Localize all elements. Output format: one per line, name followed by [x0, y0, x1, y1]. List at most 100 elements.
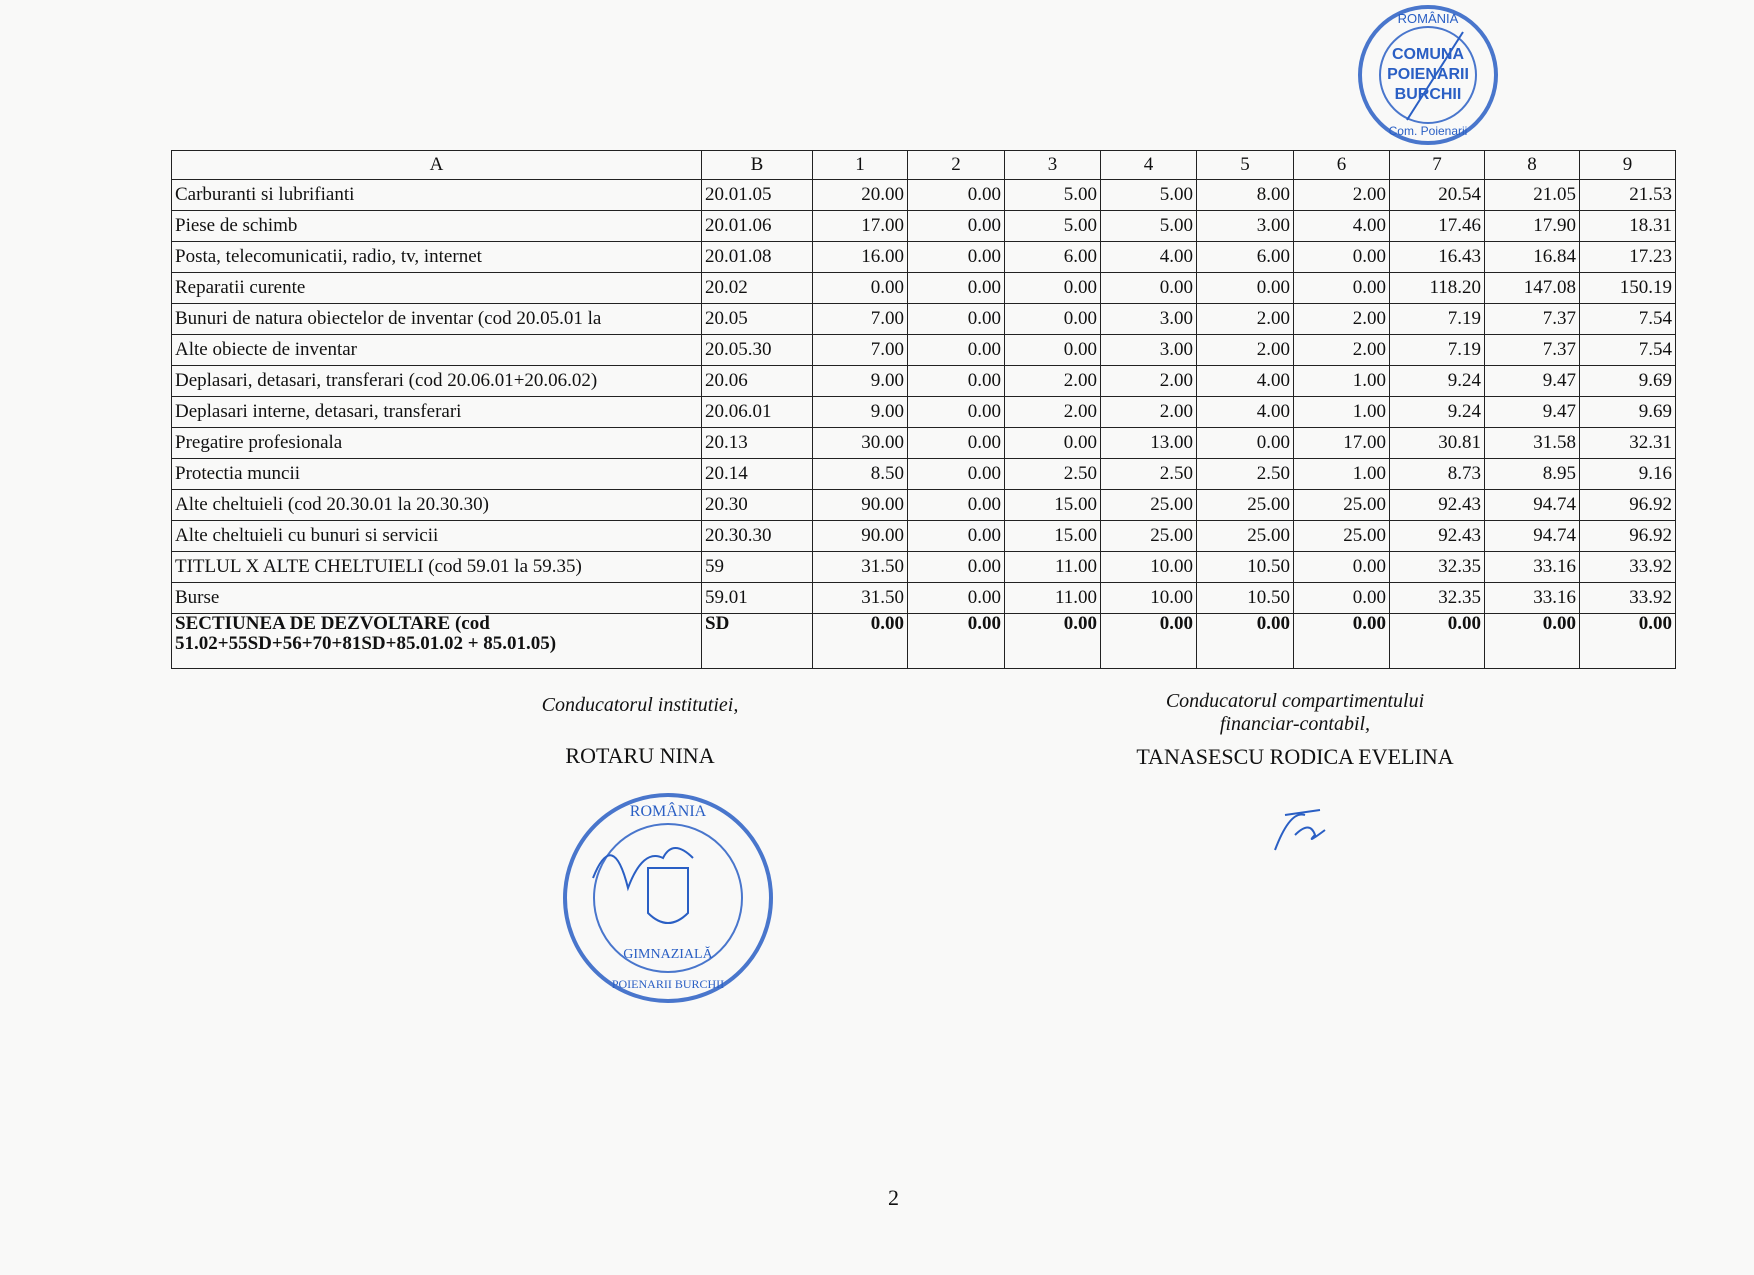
- row-value: 5.00: [1004, 179, 1101, 211]
- row-value: 2.50: [1196, 458, 1294, 490]
- row-value: 1.00: [1293, 396, 1390, 428]
- row-value: 0.00: [1004, 303, 1101, 335]
- row-value: 2.00: [1196, 303, 1294, 335]
- row-value: 0.00: [812, 613, 908, 669]
- row-value: 0.00: [907, 365, 1005, 397]
- row-value: 21.53: [1579, 179, 1676, 211]
- svg-text:ROMÂNIA: ROMÂNIA: [630, 801, 707, 820]
- table-row: Alte cheltuieli cu bunuri si servicii 20.…: [171, 520, 1676, 552]
- right-signatory-name: TANASESCU RODICA EVELINA: [1136, 744, 1454, 769]
- row-value: 4.00: [1196, 365, 1294, 397]
- svg-text:BURCHII: BURCHII: [1395, 86, 1462, 103]
- column-header: 8: [1484, 150, 1580, 180]
- svg-text:ROMÂNIA: ROMÂNIA: [1398, 11, 1459, 26]
- svg-text:POIENARII: POIENARII: [1387, 66, 1469, 83]
- row-code: 59.01: [701, 582, 813, 614]
- row-value: 0.00: [1100, 272, 1197, 304]
- row-code: 59: [701, 551, 813, 583]
- row-label: Alte obiecte de inventar: [171, 334, 702, 366]
- row-value: 0.00: [812, 272, 908, 304]
- row-value: 0.00: [907, 303, 1005, 335]
- table-row: Alte cheltuieli (cod 20.30.01 la 20.30.3…: [171, 489, 1676, 521]
- row-code: 20.14: [701, 458, 813, 490]
- row-value: 32.35: [1389, 582, 1485, 614]
- row-label: SECTIUNEA DE DEZVOLTARE (cod 51.02+55SD+…: [171, 613, 702, 669]
- row-value: 8.73: [1389, 458, 1485, 490]
- svg-text:POIENARII BURCHII: POIENARII BURCHII: [612, 977, 724, 991]
- row-label: Carburanti si lubrifianti: [171, 179, 702, 211]
- row-value: 90.00: [812, 520, 908, 552]
- row-code: 20.06.01: [701, 396, 813, 428]
- row-value: 0.00: [1484, 613, 1580, 669]
- row-value: 0.00: [1389, 613, 1485, 669]
- row-label: Reparatii curente: [171, 272, 702, 304]
- column-header: 3: [1004, 150, 1101, 180]
- left-signatory-name: ROTARU NINA: [565, 743, 715, 768]
- row-value: 9.47: [1484, 365, 1580, 397]
- row-value: 33.92: [1579, 582, 1676, 614]
- row-value: 13.00: [1100, 427, 1197, 459]
- row-code: 20.05: [701, 303, 813, 335]
- row-value: 7.54: [1579, 334, 1676, 366]
- row-value: 9.69: [1579, 365, 1676, 397]
- row-value: 2.00: [1004, 365, 1101, 397]
- row-value: 0.00: [1293, 241, 1390, 273]
- row-value: 3.00: [1196, 210, 1294, 242]
- row-value: 16.43: [1389, 241, 1485, 273]
- table-row: Bunuri de natura obiectelor de inventar …: [171, 303, 1676, 335]
- row-value: 10.50: [1196, 551, 1294, 583]
- row-value: 96.92: [1579, 520, 1676, 552]
- row-code: 20.02: [701, 272, 813, 304]
- row-value: 0.00: [1293, 551, 1390, 583]
- row-code: 20.30: [701, 489, 813, 521]
- row-value: 9.69: [1579, 396, 1676, 428]
- handwritten-signature: [1274, 809, 1326, 851]
- table-row: Piese de schimb 20.01.06 17.00 0.00 5.00 5.00…: [171, 210, 1676, 242]
- row-value: 0.00: [907, 396, 1005, 428]
- row-value: 5.00: [1100, 210, 1197, 242]
- column-header: 5: [1196, 150, 1294, 180]
- row-value: 0.00: [1004, 272, 1101, 304]
- row-value: 150.19: [1579, 272, 1676, 304]
- row-value: 17.46: [1389, 210, 1485, 242]
- row-label: Burse: [171, 582, 702, 614]
- table-row: Carburanti si lubrifianti 20.01.05 20.00 0.…: [171, 179, 1676, 211]
- row-value: 17.90: [1484, 210, 1580, 242]
- row-label: Pregatire profesionala: [171, 427, 702, 459]
- right-signatory-title-1: Conducatorul compartimentului: [1165, 690, 1425, 712]
- row-value: 25.00: [1293, 520, 1390, 552]
- row-value: 0.00: [907, 613, 1005, 669]
- row-value: 30.81: [1389, 427, 1485, 459]
- row-value: 17.00: [1293, 427, 1390, 459]
- column-header: 7: [1389, 150, 1485, 180]
- table-row: Alte obiecte de inventar 20.05.30 7.00 0.00…: [171, 334, 1676, 366]
- row-value: 7.37: [1484, 334, 1580, 366]
- row-value: 9.16: [1579, 458, 1676, 490]
- row-value: 2.00: [1100, 365, 1197, 397]
- row-value: 15.00: [1004, 520, 1101, 552]
- svg-text:Com. Poienarii: Com. Poienarii: [1389, 124, 1468, 138]
- row-value: 0.00: [1004, 334, 1101, 366]
- row-value: 0.00: [907, 520, 1005, 552]
- row-value: 94.74: [1484, 489, 1580, 521]
- row-value: 17.23: [1579, 241, 1676, 273]
- row-code: 20.05.30: [701, 334, 813, 366]
- table-row: SECTIUNEA DE DEZVOLTARE (cod 51.02+55SD+…: [171, 613, 1676, 669]
- row-code: SD: [701, 613, 813, 669]
- row-value: 7.00: [812, 334, 908, 366]
- right-signatory-title-2: financiar-contabil,: [1219, 713, 1371, 735]
- table-row: Posta, telecomunicatii, radio, tv, inter…: [171, 241, 1676, 273]
- row-value: 9.24: [1389, 365, 1485, 397]
- row-value: 10.00: [1100, 551, 1197, 583]
- row-value: 7.54: [1579, 303, 1676, 335]
- row-value: 2.50: [1004, 458, 1101, 490]
- row-value: 33.16: [1484, 551, 1580, 583]
- row-label: TITLUL X ALTE CHELTUIELI (cod 59.01 la 5…: [171, 551, 702, 583]
- row-value: 9.00: [812, 365, 908, 397]
- row-value: 4.00: [1100, 241, 1197, 273]
- row-value: 3.00: [1100, 303, 1197, 335]
- row-value: 11.00: [1004, 551, 1101, 583]
- row-value: 92.43: [1389, 520, 1485, 552]
- row-value: 7.37: [1484, 303, 1580, 335]
- row-value: 0.00: [1196, 427, 1294, 459]
